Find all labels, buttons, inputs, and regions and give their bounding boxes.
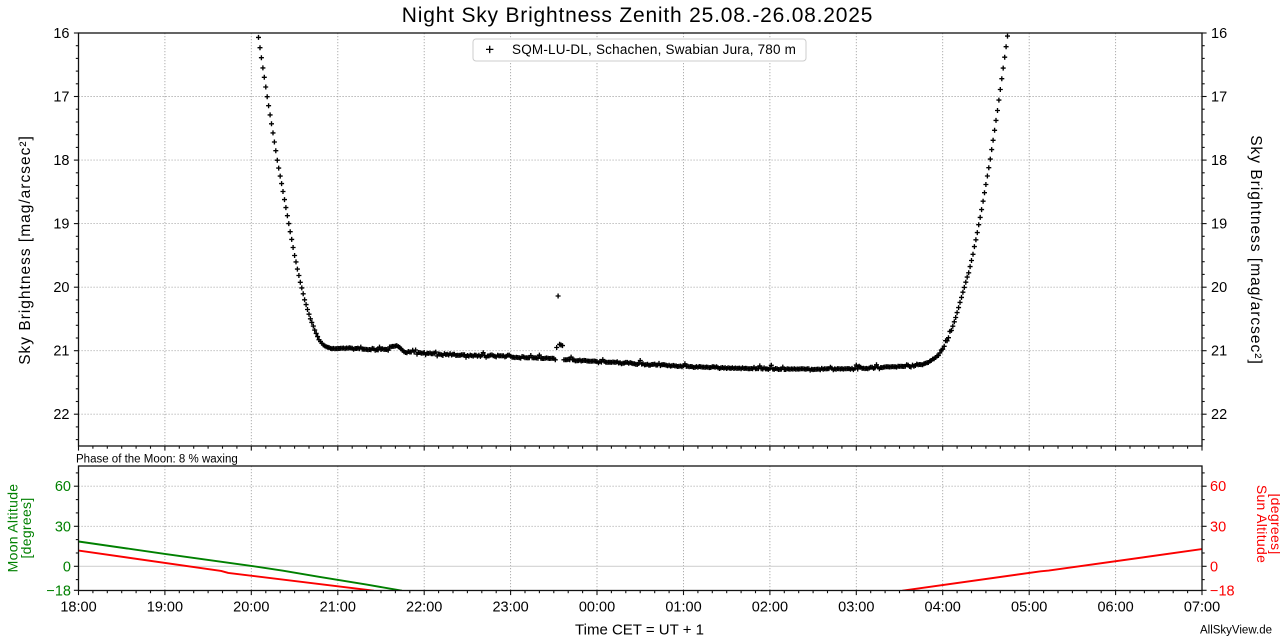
svg-text:0: 0	[63, 559, 71, 575]
svg-text:19: 19	[53, 217, 69, 233]
svg-text:00:00: 00:00	[579, 600, 615, 616]
svg-text:30: 30	[55, 519, 71, 535]
svg-text:SQM-LU-DL, Schachen, Swabian J: SQM-LU-DL, Schachen, Swabian Jura, 780 m	[512, 42, 796, 57]
svg-text:19:00: 19:00	[147, 600, 183, 616]
svg-text:Sky Brightness [mag/arcsec²]: Sky Brightness [mag/arcsec²]	[1247, 135, 1264, 365]
svg-text:Time CET = UT + 1: Time CET = UT + 1	[575, 622, 704, 639]
svg-text:16: 16	[53, 26, 69, 42]
svg-text:03:00: 03:00	[838, 600, 874, 616]
svg-text:20:00: 20:00	[233, 600, 269, 616]
svg-text:−18: −18	[46, 583, 71, 599]
svg-text:−18: −18	[1210, 583, 1235, 599]
svg-text:01:00: 01:00	[665, 600, 701, 616]
svg-text:05:00: 05:00	[1011, 600, 1047, 616]
svg-text:23:00: 23:00	[492, 600, 528, 616]
svg-text:0: 0	[1210, 559, 1218, 575]
svg-text:18:00: 18:00	[60, 600, 96, 616]
svg-text:06:00: 06:00	[1097, 600, 1133, 616]
svg-text:17: 17	[1211, 90, 1227, 106]
svg-text:AllSkyView.de: AllSkyView.de	[1200, 625, 1272, 637]
svg-text:20: 20	[53, 280, 69, 296]
svg-text:Night Sky Brightness Zenith 25: Night Sky Brightness Zenith 25.08.-26.08…	[402, 4, 873, 27]
svg-text:18: 18	[53, 153, 69, 169]
svg-text:04:00: 04:00	[925, 600, 961, 616]
svg-text:17: 17	[53, 90, 69, 106]
svg-text:20: 20	[1211, 280, 1227, 296]
svg-text:Sun Altitude: Sun Altitude	[1254, 485, 1270, 563]
svg-text:18: 18	[1211, 153, 1227, 169]
svg-text:Moon Altitude: Moon Altitude	[5, 484, 21, 573]
svg-text:21: 21	[1211, 344, 1227, 360]
svg-text:21: 21	[53, 344, 69, 360]
svg-text:[degrees]: [degrees]	[1268, 493, 1280, 554]
svg-text:Sky Brightness [mag/arcsec²]: Sky Brightness [mag/arcsec²]	[17, 135, 34, 365]
svg-text:60: 60	[55, 479, 71, 495]
svg-text:02:00: 02:00	[752, 600, 788, 616]
svg-text:22:00: 22:00	[406, 600, 442, 616]
svg-text:21:00: 21:00	[320, 600, 356, 616]
svg-text:16: 16	[1211, 26, 1227, 42]
svg-text:60: 60	[1210, 479, 1226, 495]
svg-text:Phase of the Moon: 8 % waxing: Phase of the Moon: 8 % waxing	[76, 453, 238, 465]
svg-text:30: 30	[1210, 519, 1226, 535]
svg-text:07:00: 07:00	[1184, 600, 1220, 616]
svg-text:19: 19	[1211, 217, 1227, 233]
svg-text:[degrees]: [degrees]	[18, 497, 34, 558]
svg-text:22: 22	[1211, 407, 1227, 423]
svg-text:22: 22	[53, 407, 69, 423]
